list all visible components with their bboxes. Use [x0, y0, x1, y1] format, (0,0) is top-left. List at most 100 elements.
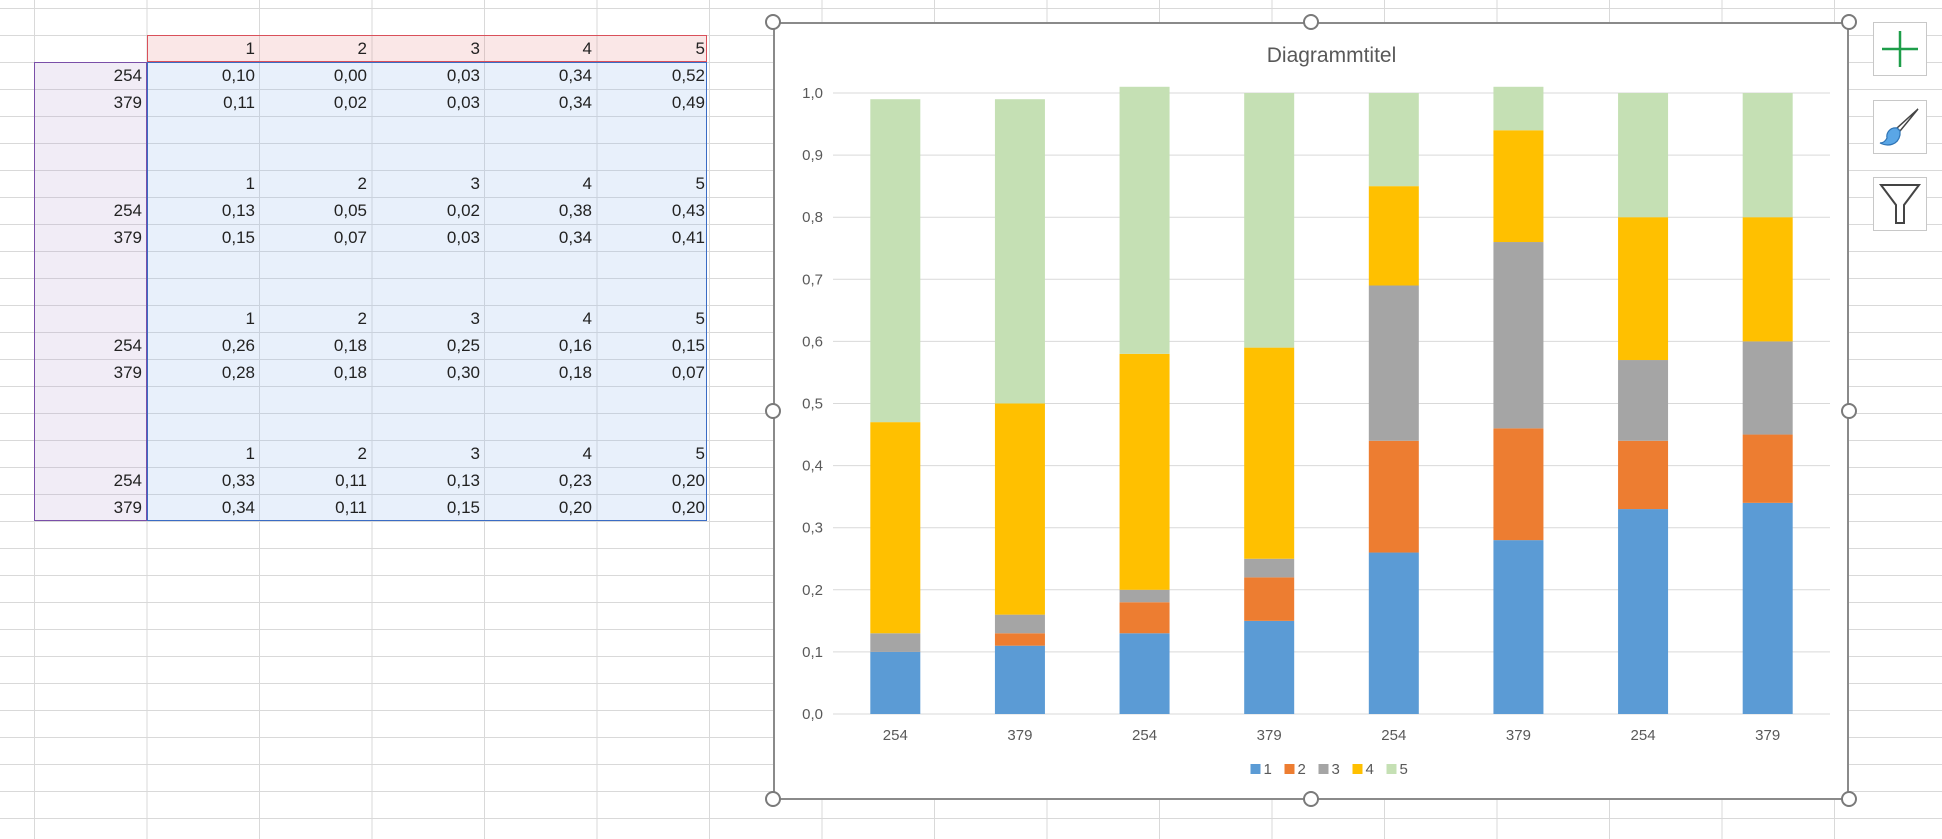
resize-handle-top-left[interactable] [765, 14, 781, 30]
series-header-cell[interactable]: 3 [470, 444, 480, 463]
row-label-cell[interactable]: 254 [113, 66, 142, 85]
row-label-range-highlight [34, 62, 147, 521]
resize-handle-bottom-right[interactable] [1841, 791, 1857, 807]
y-tick-label: 0,4 [802, 458, 823, 475]
value-cell[interactable]: 0,34 [558, 66, 592, 85]
bar-segment-series-3 [1244, 558, 1295, 578]
series-header-cell[interactable]: 2 [357, 39, 367, 58]
value-cell[interactable]: 0,13 [446, 471, 480, 490]
series-header-cell[interactable]: 5 [695, 444, 705, 463]
row-label-cell[interactable]: 379 [113, 228, 142, 247]
resize-handle-top[interactable] [1303, 14, 1319, 30]
chart-area[interactable]: Diagrammtitel 0,0 0,1 0,2 0,3 0,4 0,5 0,6 0,7 0,8… [773, 22, 1849, 800]
value-cell[interactable]: 0,34 [558, 228, 592, 247]
value-cell[interactable]: 0,26 [221, 336, 255, 355]
value-cell[interactable]: 0,15 [221, 228, 255, 247]
bar-segment-series-5 [1742, 93, 1793, 218]
series-header-cell[interactable]: 1 [245, 309, 255, 328]
bar-segment-series-2 [1618, 440, 1669, 510]
legend-label: 3 [1332, 761, 1340, 778]
row-label-cell[interactable]: 254 [113, 201, 142, 220]
row-label-cell[interactable]: 379 [113, 498, 142, 517]
bar-segment-series-4 [994, 403, 1045, 615]
value-cell[interactable]: 0,11 [335, 471, 367, 490]
value-cell[interactable]: 0,28 [221, 363, 255, 382]
value-cell[interactable]: 0,13 [221, 201, 255, 220]
value-cell[interactable]: 0,34 [558, 93, 592, 112]
value-cell[interactable]: 0,18 [333, 363, 367, 382]
series-header-cell[interactable]: 3 [470, 174, 480, 193]
legend-swatch-series-4 [1352, 764, 1363, 774]
value-cell[interactable]: 0,15 [446, 498, 480, 517]
x-tick-label: 379 [1257, 727, 1282, 744]
value-cell[interactable]: 0,03 [446, 228, 480, 247]
series-header-cell[interactable]: 4 [582, 444, 592, 463]
series-header-cell[interactable]: 5 [695, 174, 705, 193]
value-cell[interactable]: 0,11 [223, 93, 255, 112]
series-header-cell[interactable]: 5 [695, 39, 705, 58]
series-header-cell[interactable]: 1 [245, 174, 255, 193]
value-cell[interactable]: 0,34 [221, 498, 255, 517]
value-cell[interactable]: 0,52 [671, 66, 705, 85]
y-tick-label: 0,7 [802, 271, 823, 288]
value-cell[interactable]: 0,07 [671, 363, 705, 382]
row-label-cell[interactable]: 254 [113, 336, 142, 355]
value-cell[interactable]: 0,20 [558, 498, 592, 517]
value-cell[interactable]: 0,25 [446, 336, 480, 355]
x-tick-label: 254 [1631, 727, 1656, 744]
series-header-cell[interactable]: 1 [245, 444, 255, 463]
series-header-cell[interactable]: 1 [245, 39, 255, 58]
value-cell[interactable]: 0,03 [446, 93, 480, 112]
series-header-cell[interactable]: 4 [582, 309, 592, 328]
bar-segment-series-4 [1618, 217, 1669, 361]
series-header-cell[interactable]: 2 [357, 444, 367, 463]
value-cell[interactable]: 0,41 [671, 228, 705, 247]
series-header-cell[interactable]: 2 [357, 309, 367, 328]
value-cell[interactable]: 0,20 [671, 498, 705, 517]
value-cell[interactable]: 0,03 [446, 66, 480, 85]
value-cell[interactable]: 0,15 [671, 336, 705, 355]
series-header-cell[interactable]: 4 [582, 39, 592, 58]
resize-handle-bottom-left[interactable] [765, 791, 781, 807]
legend-label: 1 [1264, 761, 1272, 778]
value-cell[interactable]: 0,02 [333, 93, 367, 112]
bar-segment-series-2 [994, 633, 1045, 646]
value-cell[interactable]: 0,23 [558, 471, 592, 490]
series-header-cell[interactable]: 5 [695, 309, 705, 328]
value-cell[interactable]: 0,30 [446, 363, 480, 382]
value-cell[interactable]: 0,20 [671, 471, 705, 490]
filter-icon [1879, 184, 1921, 224]
value-cell[interactable]: 0,49 [671, 93, 705, 112]
resize-handle-left[interactable] [765, 403, 781, 419]
value-cell[interactable]: 0,38 [558, 201, 592, 220]
value-cell[interactable]: 0,05 [333, 201, 367, 220]
resize-handle-bottom[interactable] [1303, 791, 1319, 807]
series-header-cell[interactable]: 3 [470, 39, 480, 58]
value-cell[interactable]: 0,18 [333, 336, 367, 355]
value-cell[interactable]: 0,07 [333, 228, 367, 247]
value-cell[interactable]: 0,02 [446, 201, 480, 220]
value-cell[interactable]: 0,43 [671, 201, 705, 220]
chart-elements-button[interactable] [1873, 22, 1927, 76]
chart-styles-button[interactable] [1873, 100, 1927, 154]
value-cell[interactable]: 0,33 [221, 471, 255, 490]
series-header-cell[interactable]: 3 [470, 309, 480, 328]
bar-segment-series-3 [870, 633, 921, 652]
resize-handle-top-right[interactable] [1841, 14, 1857, 30]
row-label-cell[interactable]: 379 [113, 363, 142, 382]
series-header-cell[interactable]: 4 [582, 174, 592, 193]
row-label-cell[interactable]: 379 [113, 93, 142, 112]
plus-icon [1882, 31, 1918, 67]
chart-canvas: Diagrammtitel 0,0 0,1 0,2 0,3 0,4 0,5 0,6 0,7 0,8… [802, 44, 1830, 778]
bar-segment-series-4 [870, 422, 921, 634]
row-label-cell[interactable]: 254 [113, 471, 142, 490]
chart-filters-button[interactable] [1873, 177, 1927, 231]
value-cell[interactable]: 0,16 [558, 336, 592, 355]
y-tick-label: 1,0 [802, 85, 823, 102]
series-header-cell[interactable]: 2 [357, 174, 367, 193]
resize-handle-right[interactable] [1841, 403, 1857, 419]
value-cell[interactable]: 0,11 [335, 498, 367, 517]
value-cell[interactable]: 0,18 [558, 363, 592, 382]
value-cell[interactable]: 0,10 [221, 66, 255, 85]
value-cell[interactable]: 0,00 [333, 66, 367, 85]
